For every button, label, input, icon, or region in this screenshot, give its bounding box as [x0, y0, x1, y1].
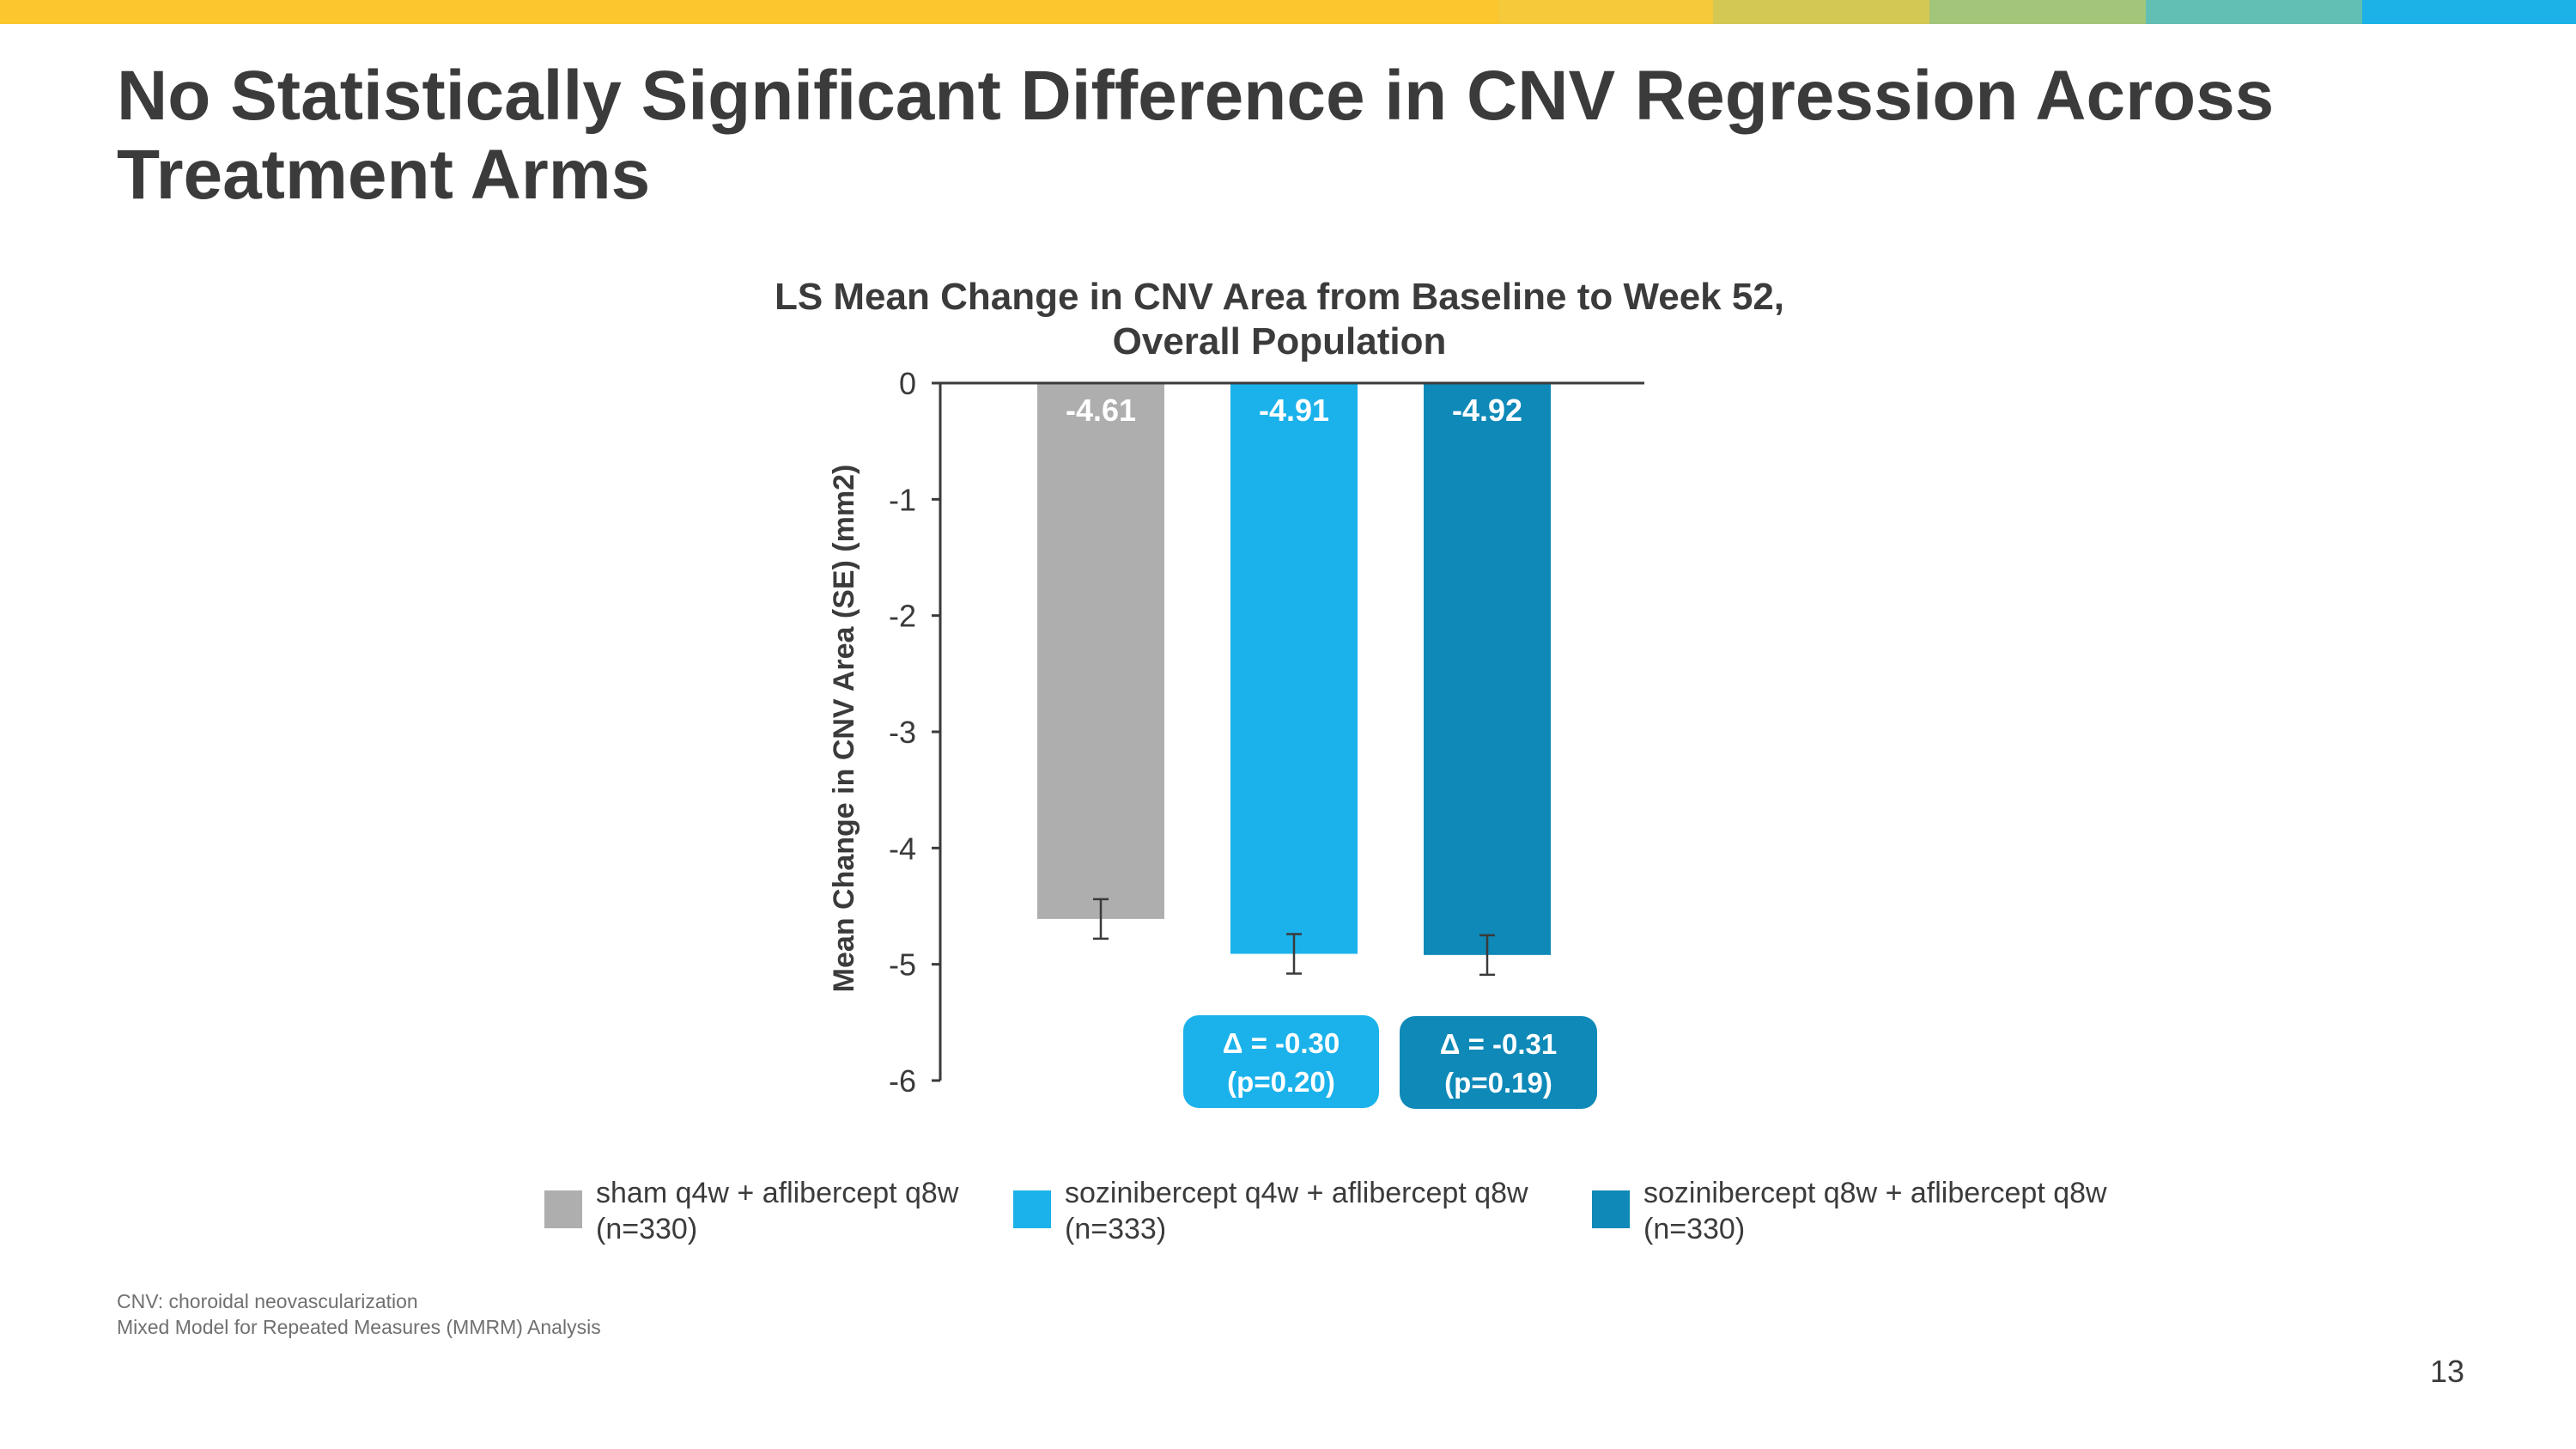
- bar-2: [1424, 383, 1551, 955]
- delta-annotation-q4w: Δ = -0.30 (p=0.20): [1183, 1015, 1379, 1108]
- footnotes: CNV: choroidal neovascularization Mixed …: [117, 1288, 601, 1340]
- chart-title-line-1: LS Mean Change in CNV Area from Baseline…: [774, 276, 1785, 318]
- y-tick-label-1: -1: [889, 482, 916, 517]
- y-tick-label-0: 0: [899, 366, 916, 401]
- y-tick-label-6: -6: [889, 1063, 916, 1099]
- legend-swatch-sham: [544, 1190, 582, 1228]
- legend-label: sozinibercept q8w + aflibercept q8w: [1643, 1177, 2107, 1209]
- y-tick-label-2: -2: [889, 599, 916, 634]
- legend-n: (n=330): [596, 1213, 698, 1245]
- footnote-line: Mixed Model for Repeated Measures (MMRM)…: [117, 1316, 601, 1338]
- legend-item-sozinibercept-q8w: sozinibercept q8w + aflibercept q8w (n=3…: [1592, 1175, 2107, 1247]
- y-axis-title: Mean Change in CNV Area (SE) (mm2): [828, 465, 860, 993]
- chart-title: LS Mean Change in CNV Area from Baseline…: [721, 275, 1838, 364]
- slide-title: No Statistically Significant Difference …: [117, 57, 2435, 215]
- legend-item-sozinibercept-q4w: sozinibercept q4w + aflibercept q8w (n=3…: [1013, 1175, 1528, 1247]
- legend-item-sham: sham q4w + aflibercept q8w (n=330): [544, 1175, 958, 1247]
- delta-annotation-q8w: Δ = -0.31 (p=0.19): [1400, 1016, 1597, 1109]
- delta-value: Δ = -0.30: [1222, 1027, 1340, 1059]
- slide-title-line-2: Treatment Arms: [117, 136, 651, 214]
- top-accent-segment: [2146, 0, 2362, 24]
- delta-p-value: (p=0.19): [1444, 1067, 1552, 1099]
- top-accent-segment: [1498, 0, 1713, 24]
- legend-n: (n=330): [1643, 1213, 1746, 1245]
- bar-value-label-0: -4.61: [1066, 393, 1136, 428]
- top-accent-segment: [1713, 0, 1929, 24]
- bar-0: [1037, 383, 1164, 919]
- legend-n: (n=333): [1065, 1213, 1167, 1245]
- y-tick-label-5: -5: [889, 947, 916, 983]
- legend-swatch-q8w: [1592, 1190, 1630, 1228]
- bar-value-label-2: -4.92: [1452, 393, 1522, 428]
- chart-title-line-2: Overall Population: [1112, 320, 1447, 362]
- top-accent-segment: [1929, 0, 2146, 24]
- legend-swatch-q4w: [1013, 1190, 1051, 1228]
- top-accent-segment: [2362, 0, 2576, 24]
- slide-title-line-1: No Statistically Significant Difference …: [117, 57, 2275, 135]
- bar-value-label-1: -4.91: [1259, 393, 1329, 428]
- footnote-line: CNV: choroidal neovascularization: [117, 1290, 418, 1312]
- y-tick-label-4: -4: [889, 831, 916, 866]
- page-number: 13: [2429, 1354, 2464, 1389]
- y-tick-label-3: -3: [889, 715, 916, 750]
- legend-label: sham q4w + aflibercept q8w: [596, 1177, 959, 1209]
- top-accent-bar: [0, 0, 2576, 24]
- top-accent-segment: [0, 0, 1498, 24]
- bar-1: [1230, 383, 1358, 954]
- legend-label: sozinibercept q4w + aflibercept q8w: [1065, 1177, 1528, 1209]
- delta-p-value: (p=0.20): [1227, 1066, 1335, 1098]
- delta-value: Δ = -0.31: [1439, 1028, 1558, 1060]
